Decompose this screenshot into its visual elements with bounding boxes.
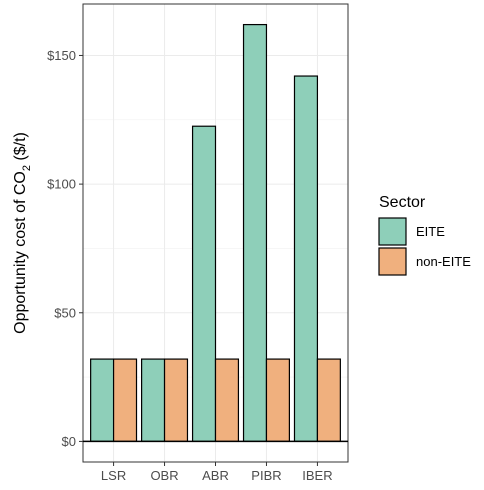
bar-non-eite-pibr: [265, 358, 290, 443]
y-tick-label: $0: [62, 434, 76, 449]
bar-eite-lsr: [90, 358, 115, 443]
legend-label-eite: EITE: [416, 224, 445, 239]
y-axis-title-unit: ($/t): [12, 132, 29, 165]
x-tick-label-lsr: LSR: [101, 468, 126, 483]
legend-title: Sector: [379, 194, 426, 211]
legend-key-eite: [378, 217, 407, 246]
y-axis-title: Opportunity cost of CO2 ($/t): [12, 132, 33, 334]
x-tick-label-pibr: PIBR: [251, 468, 281, 483]
y-axis-ticks: $0 $50 $100 $150: [47, 48, 83, 449]
legend-label-non-eite: non-EITE: [416, 254, 471, 269]
bar-non-eite-lsr: [112, 358, 138, 443]
bar-eite-obr: [141, 358, 166, 443]
y-tick-label: $150: [47, 48, 76, 63]
bar-eite-abr: [191, 125, 217, 443]
bar-eite-iber: [293, 75, 319, 443]
bar-non-eite-abr: [214, 358, 240, 443]
legend: Sector EITE non-EITE: [378, 194, 471, 276]
y-axis-title-subscript: 2: [21, 165, 33, 171]
legend-key-non-eite: [378, 247, 407, 276]
y-tick-label: $50: [54, 305, 76, 320]
x-tick-label-iber: IBER: [302, 468, 332, 483]
x-axis-ticks: LSR OBR ABR PIBR IBER: [101, 462, 333, 483]
bar-non-eite-obr: [163, 358, 189, 443]
x-tick-label-abr: ABR: [202, 468, 229, 483]
x-tick-label-obr: OBR: [150, 468, 178, 483]
bar-eite-pibr: [242, 23, 268, 443]
y-tick-label: $100: [47, 177, 76, 192]
bar-non-eite-iber: [316, 358, 341, 443]
